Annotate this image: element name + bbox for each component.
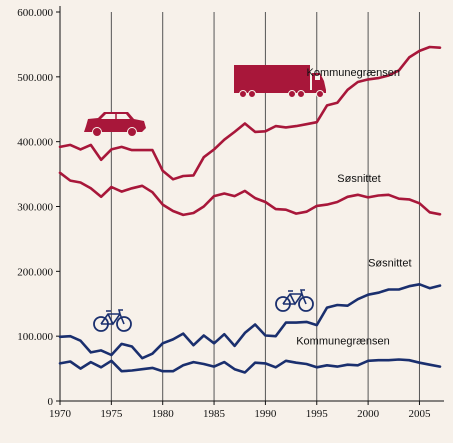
x-tick-label: 1985 [203,408,226,420]
series-label: Kommunegrænsen [296,336,390,348]
bicycle-icon [93,309,132,332]
axes: 1970 1975 1980 1985 1990 1995 2000 2005 0 100.000… [17,6,444,420]
y-tick-label: 100.000 [17,331,53,343]
series-label: Søsnittet [337,173,380,185]
vehicle-icons [84,65,326,332]
y-tick-label: 600.000 [17,7,53,19]
y-tick-label: 0 [48,396,54,408]
series-line-0 [58,45,442,181]
x-tick-label: 1975 [100,408,123,420]
car-icon [84,112,146,137]
series-label: Kommunegrænsen [306,67,400,79]
series-line-1 [58,171,442,217]
y-tick-label: 300.000 [17,202,53,214]
series-line-2 [58,282,442,360]
series-labels: Kommunegrænsen Søsnittet Søsnittet Kommuneg… [296,67,411,348]
x-tick-label: 2005 [408,408,431,420]
x-tick-label: 1995 [306,408,329,420]
series-label: Søsnittet [368,258,411,270]
truck-icon [234,65,326,98]
y-tick-label: 500.000 [17,72,53,84]
x-tick-label: 1990 [254,408,277,420]
series-lines [58,45,442,374]
x-tick-label: 2000 [357,408,380,420]
y-tick-label: 200.000 [17,266,53,278]
x-tick-label: 1980 [152,408,175,420]
x-tick-label: 1970 [49,408,72,420]
y-tick-label: 400.000 [17,137,53,149]
series-line-3 [58,358,442,374]
bicycle-icon [275,289,314,312]
